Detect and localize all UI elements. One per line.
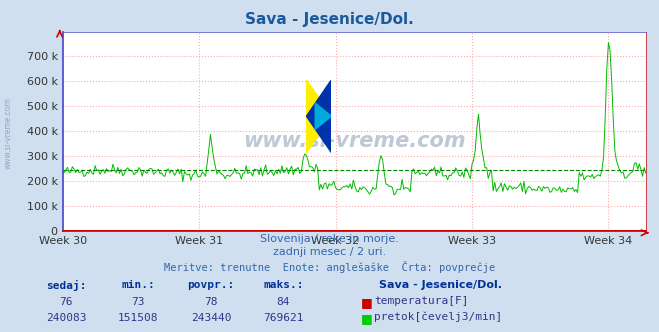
Polygon shape xyxy=(306,80,331,153)
Text: Slovenija / reke in morje.: Slovenija / reke in morje. xyxy=(260,234,399,244)
Text: 243440: 243440 xyxy=(190,313,231,323)
Text: sedaj:: sedaj: xyxy=(45,280,86,290)
Polygon shape xyxy=(306,80,331,153)
Text: ■: ■ xyxy=(361,296,373,309)
Text: 78: 78 xyxy=(204,297,217,307)
Text: pretok[čevelj3/min]: pretok[čevelj3/min] xyxy=(374,312,503,322)
Polygon shape xyxy=(315,103,331,129)
Text: zadnji mesec / 2 uri.: zadnji mesec / 2 uri. xyxy=(273,247,386,257)
Text: 73: 73 xyxy=(132,297,145,307)
Text: 240083: 240083 xyxy=(45,313,86,323)
Text: Meritve: trenutne  Enote: anglešaške  Črta: povprečje: Meritve: trenutne Enote: anglešaške Črta… xyxy=(164,261,495,273)
Text: www.si-vreme.com: www.si-vreme.com xyxy=(3,97,13,169)
Text: min.:: min.: xyxy=(121,280,156,290)
Text: Sava - Jesenice/Dol.: Sava - Jesenice/Dol. xyxy=(245,12,414,27)
Text: 76: 76 xyxy=(59,297,72,307)
Text: povpr.:: povpr.: xyxy=(187,280,235,290)
Text: 151508: 151508 xyxy=(118,313,159,323)
Text: www.si-vreme.com: www.si-vreme.com xyxy=(243,131,465,151)
Text: 769621: 769621 xyxy=(263,313,304,323)
Text: ■: ■ xyxy=(361,312,373,325)
Text: Sava - Jesenice/Dol.: Sava - Jesenice/Dol. xyxy=(379,280,502,290)
Text: 84: 84 xyxy=(277,297,290,307)
Text: maks.:: maks.: xyxy=(263,280,304,290)
Text: temperatura[F]: temperatura[F] xyxy=(374,296,469,306)
